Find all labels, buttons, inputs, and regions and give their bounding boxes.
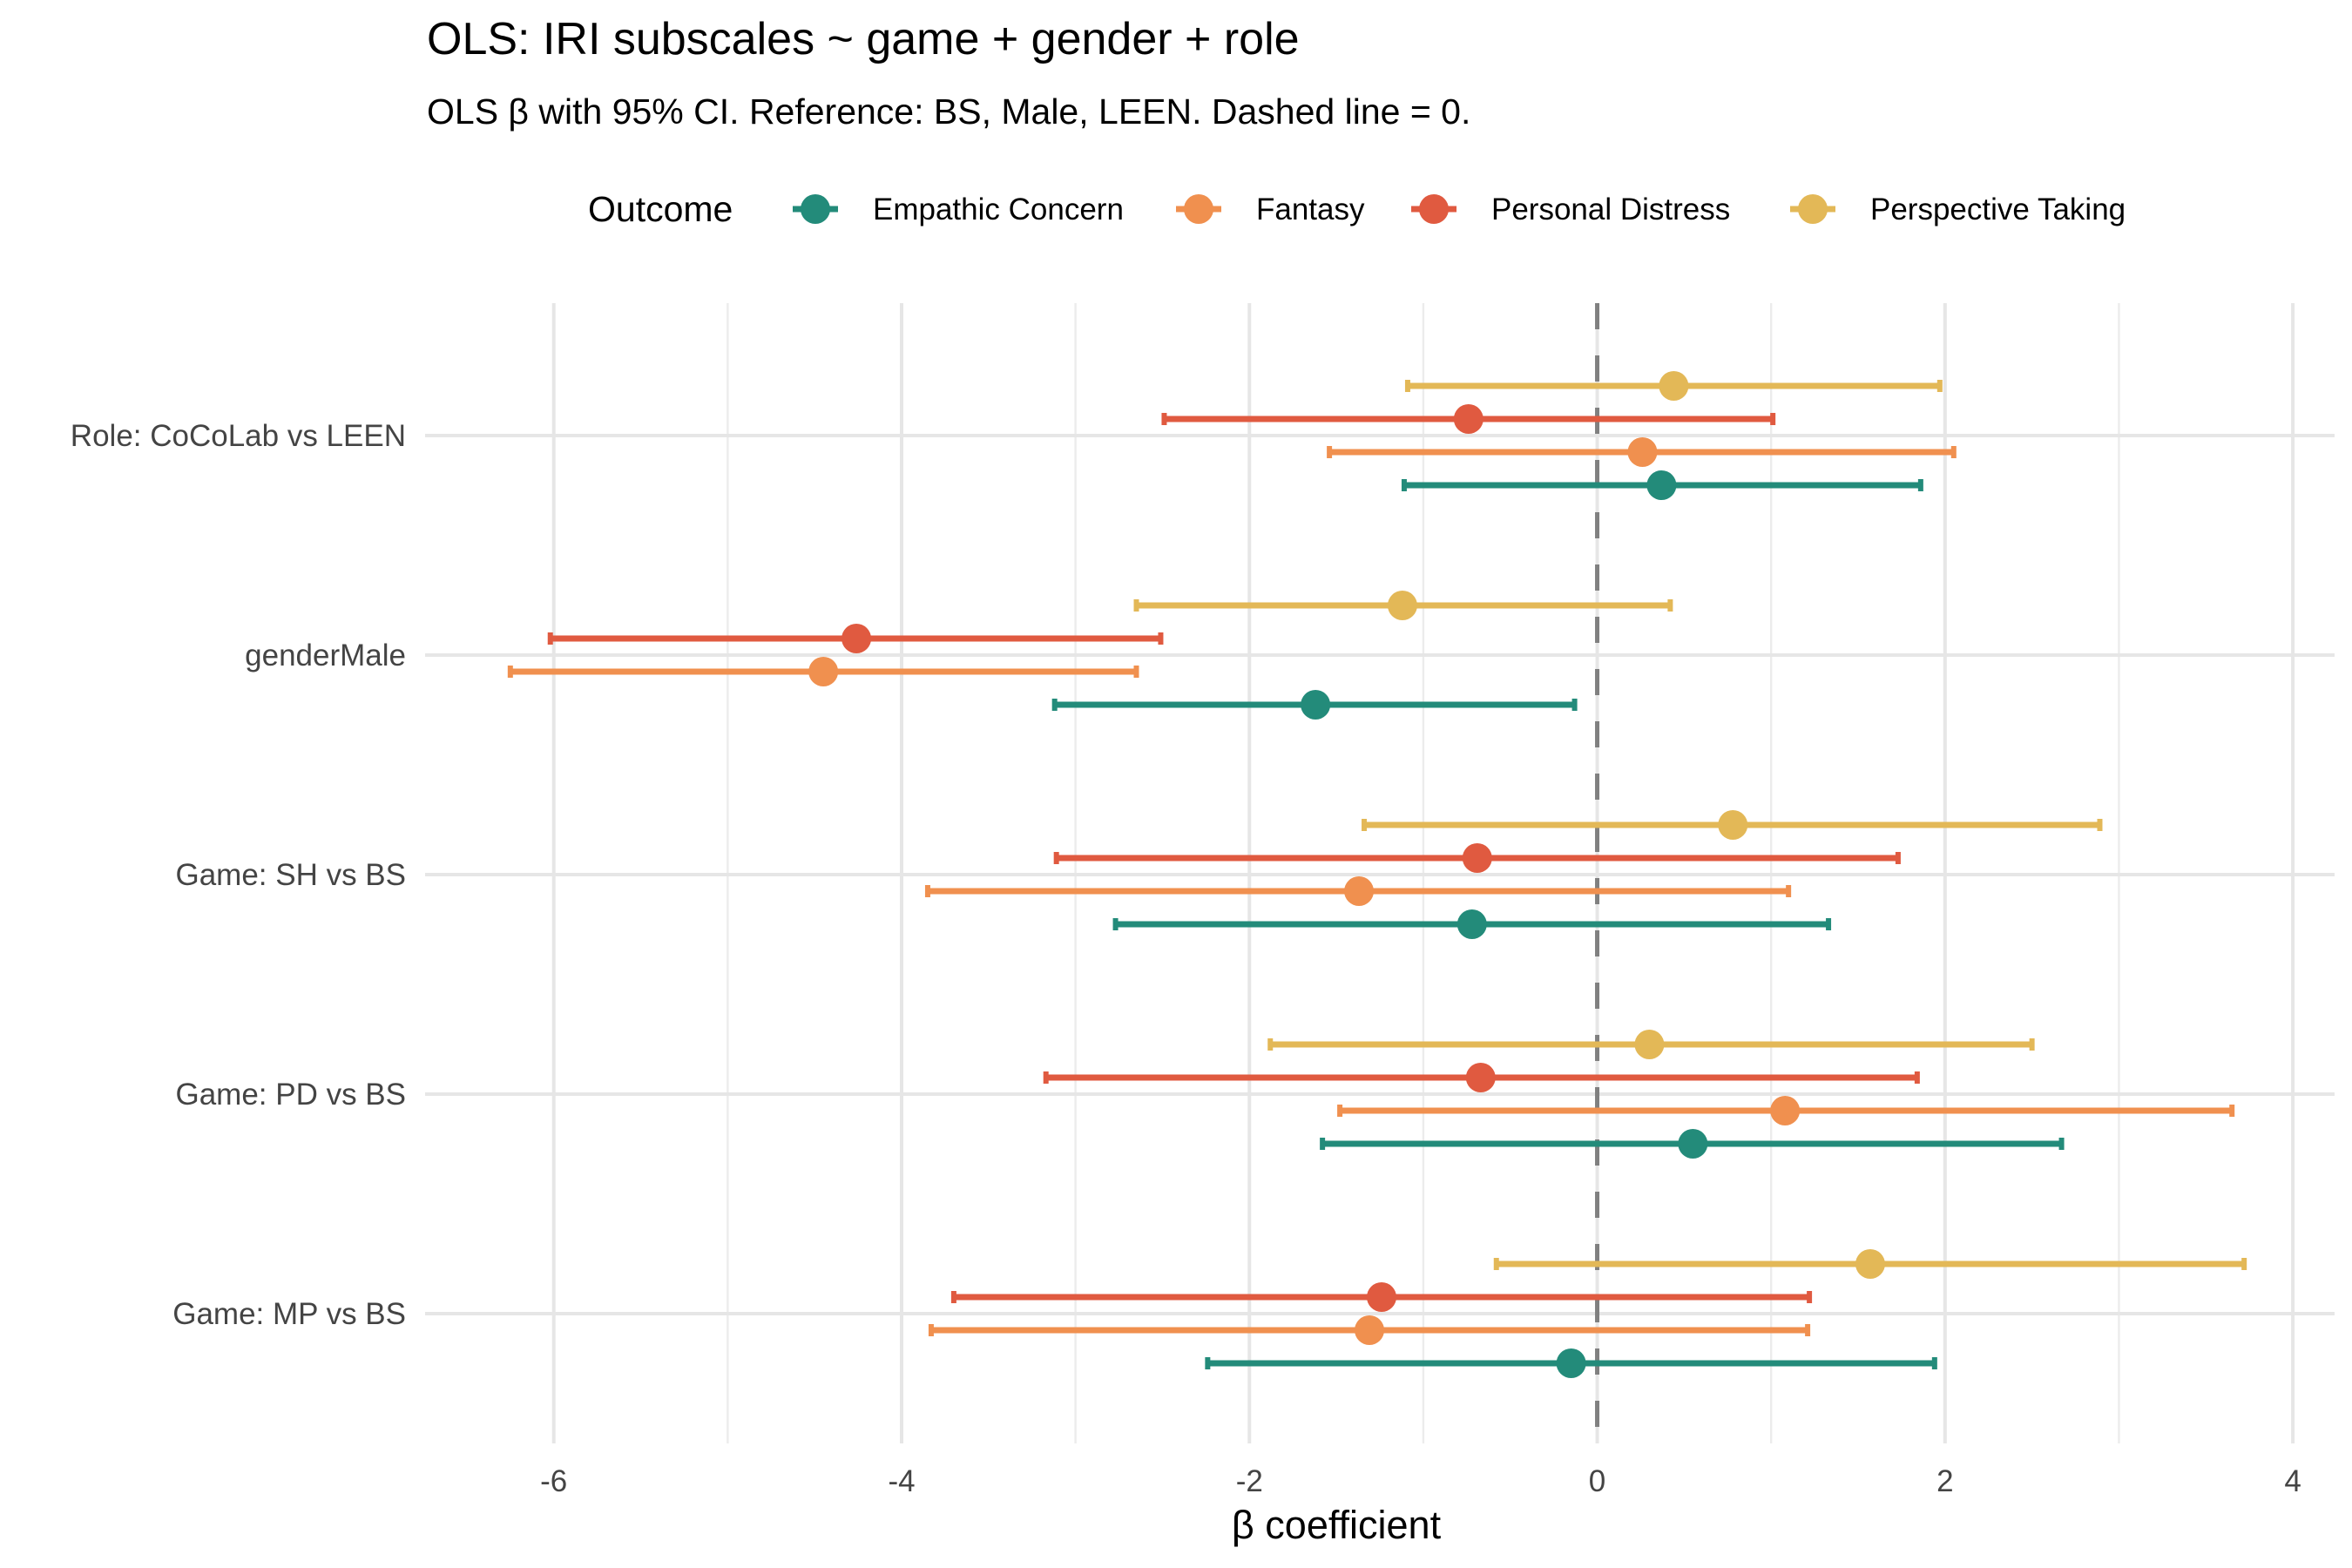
estimate-point	[1387, 591, 1417, 620]
estimate-point	[1355, 1315, 1385, 1345]
y-tick-label: Role: CoCoLab vs LEEN	[71, 419, 406, 453]
estimate-point	[1855, 1249, 1885, 1279]
series-empathic-concern	[1051, 470, 2065, 1378]
y-tick-label: Game: SH vs BS	[175, 858, 406, 892]
legend-item: Perspective Taking	[1790, 193, 2126, 226]
gridlines	[425, 303, 2335, 1443]
estimate-point	[1456, 909, 1487, 939]
x-axis-label: β coefficient	[1232, 1503, 1442, 1547]
estimate-point	[1301, 690, 1331, 720]
legend-label: Perspective Taking	[1870, 193, 2126, 226]
chart-title: OLS: IRI subscales ~ game + gender + rol…	[427, 14, 1300, 64]
estimate-point	[1465, 1063, 1496, 1092]
x-tick-label: -6	[540, 1464, 567, 1498]
estimate-point	[808, 657, 839, 686]
estimate-point	[1678, 1129, 1708, 1159]
estimate-point	[1646, 470, 1677, 500]
legend-item: Personal Distress	[1411, 193, 1730, 226]
legend-key-point	[1419, 194, 1449, 224]
x-tick-label: -2	[1236, 1464, 1263, 1498]
estimate-point	[1462, 843, 1492, 873]
y-tick-label: Game: PD vs BS	[175, 1078, 406, 1112]
legend: Outcome Empathic Concern Fantasy Personal …	[588, 189, 2126, 229]
legend-key-point	[1184, 194, 1213, 224]
estimate-point	[841, 624, 872, 653]
series-personal-distress	[547, 404, 1920, 1312]
legend-item: Empathic Concern	[793, 193, 1124, 226]
legend-item: Fantasy	[1176, 193, 1365, 226]
x-tick-label: 0	[1589, 1464, 1605, 1498]
series-marks	[507, 371, 2247, 1378]
legend-key-point	[1798, 194, 1828, 224]
estimate-point	[1634, 1030, 1665, 1059]
legend-title: Outcome	[588, 189, 733, 229]
chart-subtitle: OLS β with 95% CI. Reference: BS, Male, …	[427, 91, 1470, 132]
estimate-point	[1659, 371, 1689, 401]
legend-label: Personal Distress	[1491, 193, 1730, 226]
legend-label: Fantasy	[1256, 193, 1365, 226]
x-tick-label: 4	[2284, 1464, 2301, 1498]
x-axis: -6 -4 -2 0 2 4	[540, 1464, 2301, 1498]
estimate-point	[1770, 1096, 1801, 1125]
legend-key-point	[801, 194, 830, 224]
estimate-point	[1344, 876, 1375, 906]
estimate-point	[1627, 437, 1658, 467]
legend-label: Empathic Concern	[873, 193, 1124, 226]
estimate-point	[1718, 810, 1748, 840]
x-tick-label: 2	[1936, 1464, 1953, 1498]
y-axis: Role: CoCoLab vs LEEN genderMale Game: SH …	[71, 419, 406, 1331]
estimate-point	[1366, 1282, 1396, 1312]
x-tick-label: -4	[888, 1464, 915, 1498]
y-tick-label: Game: MP vs BS	[172, 1297, 406, 1331]
y-tick-label: genderMale	[245, 639, 406, 672]
estimate-point	[1453, 404, 1484, 434]
series-fantasy	[507, 437, 2235, 1345]
estimate-point	[1556, 1348, 1586, 1378]
series-perspective-taking	[1133, 371, 2247, 1279]
